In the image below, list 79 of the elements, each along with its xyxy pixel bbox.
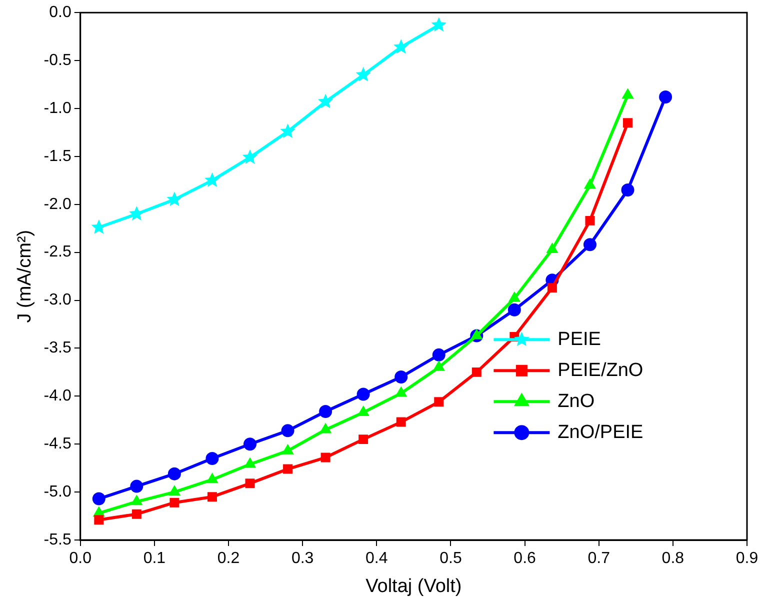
point [280,124,296,138]
legend-label: ZnO [558,390,595,412]
x-tick-label: 0.0 [69,550,92,568]
point [358,406,370,416]
y-tick-label: -2.0 [44,196,72,213]
point [395,386,407,397]
point [434,397,444,407]
y-tick-label: -3.0 [44,292,72,309]
point [206,473,218,484]
point [170,498,180,508]
point [393,39,409,54]
x-tick-label: 0.4 [366,550,388,568]
point [431,17,446,32]
point [432,348,446,362]
point [546,242,558,253]
point [318,94,334,108]
point [584,178,596,189]
point [358,434,368,444]
point [92,492,106,506]
y-tick-label: -5.5 [44,531,72,548]
y-tick-label: -4.0 [44,388,72,405]
point [623,118,632,128]
point [356,66,371,82]
point [245,478,255,488]
point [132,509,142,519]
point [659,90,672,104]
y-tick-label: -3.5 [44,340,72,357]
point [168,486,180,496]
point [470,329,482,340]
x-tick-label: 0.7 [588,550,610,568]
x-tick-label: 0.5 [440,550,462,568]
x-tick-label: 0.1 [143,550,166,568]
y-tick-label: -2.5 [44,244,72,261]
legend-label: PEIE/ZnO [558,360,644,381]
x-tick-label: 0.8 [662,550,684,568]
x-tick-label: 0.3 [291,550,314,568]
point [130,480,144,493]
point [433,360,445,371]
point [621,184,634,196]
point [320,452,330,462]
x-tick-label: 0.6 [514,550,536,568]
x-tick-label: 0.2 [217,550,240,568]
point [282,444,294,454]
point [242,149,258,164]
point [166,192,182,206]
point [585,216,595,226]
y-tick-label: -1.0 [44,100,72,117]
x-axis-title: Voltaj (Volt) [366,576,462,597]
point [508,303,521,316]
point [394,370,408,384]
point [204,172,220,187]
point [356,388,370,401]
point [94,515,104,525]
point [547,283,557,293]
point [583,238,596,252]
point [283,464,293,474]
legend-label: ZnO/PEIE [558,422,644,443]
point [206,452,219,465]
point [396,417,406,427]
point [243,438,256,451]
point [207,492,217,502]
point [130,495,142,506]
y-tick-label: 0.0 [49,4,72,22]
point [244,458,256,468]
y-tick-label: -5.0 [44,483,72,500]
y-axis-title: J (mA/cm²) [14,230,36,323]
x-tick-label: 0.9 [736,550,758,568]
y-tick-label: -1.5 [44,148,72,165]
point [168,467,181,480]
y-tick-label: -0.5 [44,52,72,69]
point [320,423,332,434]
point [622,88,634,99]
point [281,424,294,438]
point [129,206,144,220]
legend-label: PEIE [558,328,601,350]
y-tick-label: -4.5 [44,436,72,453]
point [508,292,520,302]
point [472,367,482,377]
point [319,405,332,418]
